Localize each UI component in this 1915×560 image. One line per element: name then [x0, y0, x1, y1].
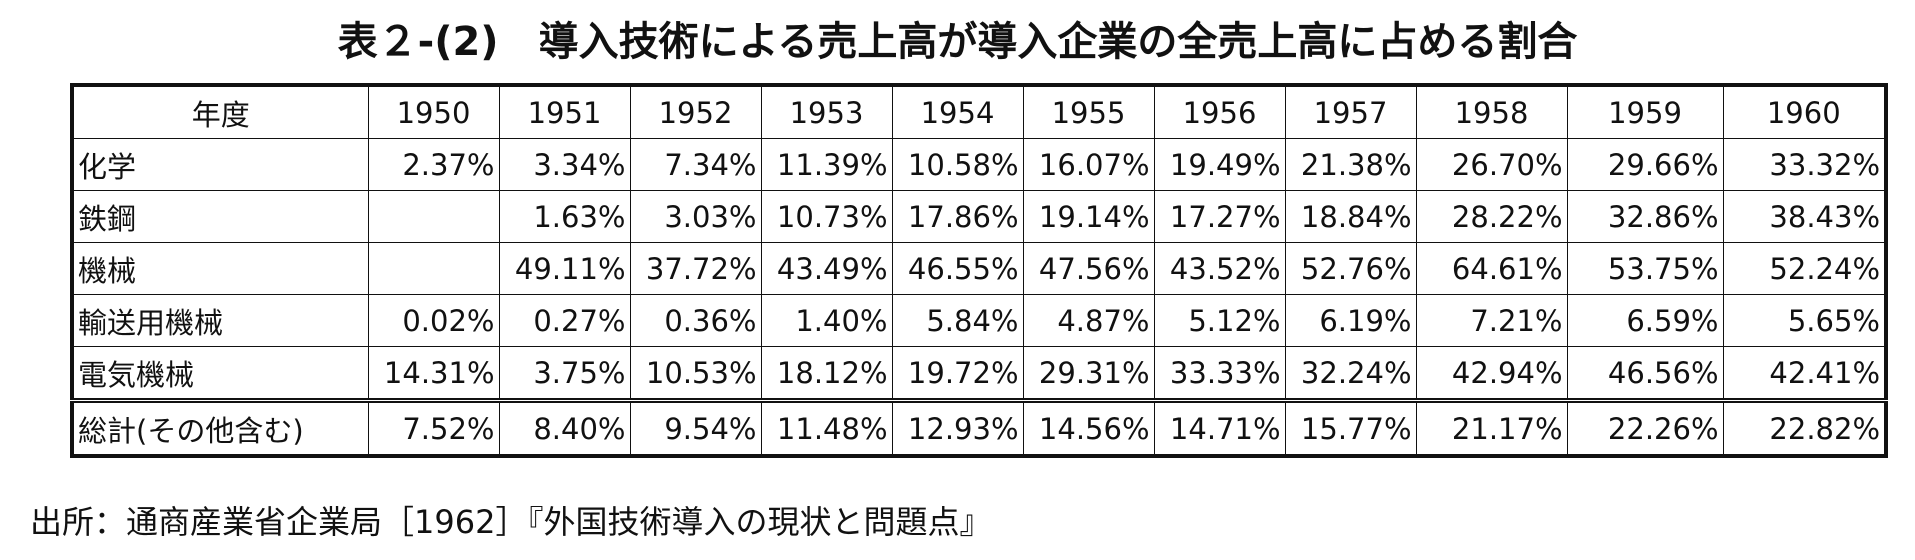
- header-cell: 1954: [891, 84, 1024, 139]
- header-cell: 1958: [1415, 84, 1568, 139]
- row-label: 総計(その他含む): [71, 398, 369, 457]
- value-cell: 0.02%: [367, 294, 500, 347]
- table-row: 電気機械 14.31% 3.75% 10.53% 18.12% 19.72% 29.31% 3…: [71, 346, 1887, 401]
- value-cell: 0.36%: [629, 294, 762, 347]
- value-cell: 46.55%: [891, 242, 1024, 295]
- header-cell: 年度: [71, 84, 369, 139]
- value-cell: 12.93%: [891, 398, 1024, 457]
- value-cell: 19.49%: [1153, 138, 1286, 191]
- value-cell: 0.27%: [498, 294, 631, 347]
- value-cell: [367, 242, 500, 295]
- value-cell: 29.31%: [1022, 346, 1155, 401]
- value-cell: 5.84%: [891, 294, 1024, 347]
- row-label: 機械: [71, 242, 369, 295]
- value-cell: 10.53%: [629, 346, 762, 401]
- title: 表２-(2) 導入技術による売上高が導入企業の全売上高に占める割合: [337, 19, 1578, 65]
- table-row: 鉄鋼 1.63% 3.03% 10.73% 17.86% 19.14% 17.27% 18.8…: [71, 190, 1887, 243]
- value-cell: 32.86%: [1566, 190, 1724, 243]
- value-cell: 6.59%: [1566, 294, 1724, 347]
- table-row: 総計(その他含む) 7.52% 8.40% 9.54% 11.48% 12.93% 14.5…: [71, 398, 1887, 457]
- value-cell: 43.49%: [760, 242, 893, 295]
- row-label: 輸送用機械: [71, 294, 369, 347]
- value-cell: 2.37%: [367, 138, 500, 191]
- value-cell: 3.75%: [498, 346, 631, 401]
- header-cell: 1950: [367, 84, 500, 139]
- value-cell: 10.58%: [891, 138, 1024, 191]
- table-row: 化学 2.37% 3.34% 7.34% 11.39% 10.58% 16.07% 19.49…: [71, 138, 1887, 191]
- value-cell: 5.65%: [1722, 294, 1887, 347]
- value-cell: 22.26%: [1566, 398, 1724, 457]
- value-cell: 14.56%: [1022, 398, 1155, 457]
- row-label: 鉄鋼: [71, 190, 369, 243]
- value-cell: 49.11%: [498, 242, 631, 295]
- value-cell: 19.14%: [1022, 190, 1155, 243]
- header-cell: 1953: [760, 84, 893, 139]
- value-cell: 9.54%: [629, 398, 762, 457]
- value-cell: 7.34%: [629, 138, 762, 191]
- value-cell: 4.87%: [1022, 294, 1155, 347]
- value-cell: 64.61%: [1415, 242, 1568, 295]
- row-label: 電気機械: [71, 346, 369, 401]
- value-cell: 7.52%: [367, 398, 500, 457]
- table-row: 機械 49.11% 37.72% 43.49% 46.55% 47.56% 43.52% 52…: [71, 242, 1887, 295]
- value-cell: 19.72%: [891, 346, 1024, 401]
- header-row: 年度 1950 1951 1952 1953 1954 1955 1956 1957 1958 19…: [71, 84, 1887, 139]
- value-cell: 3.34%: [498, 138, 631, 191]
- header-cell: 1959: [1566, 84, 1724, 139]
- value-cell: 38.43%: [1722, 190, 1887, 243]
- value-cell: 11.48%: [760, 398, 893, 457]
- value-cell: 43.52%: [1153, 242, 1286, 295]
- value-cell: 52.76%: [1284, 242, 1417, 295]
- value-cell: 6.19%: [1284, 294, 1417, 347]
- value-cell: 14.71%: [1153, 398, 1286, 457]
- value-cell: 10.73%: [760, 190, 893, 243]
- value-cell: 17.27%: [1153, 190, 1286, 243]
- value-cell: 17.86%: [891, 190, 1024, 243]
- value-cell: 28.22%: [1415, 190, 1568, 243]
- value-cell: 1.63%: [498, 190, 631, 243]
- value-cell: 32.24%: [1284, 346, 1417, 401]
- header-cell: 1956: [1153, 84, 1286, 139]
- value-cell: 8.40%: [498, 398, 631, 457]
- value-cell: 22.82%: [1722, 398, 1887, 457]
- header-cell: 1951: [498, 84, 631, 139]
- header-cell: 1952: [629, 84, 762, 139]
- header-cell: 1960: [1722, 84, 1887, 139]
- header-cell: 1957: [1284, 84, 1417, 139]
- value-cell: 29.66%: [1566, 138, 1724, 191]
- value-cell: 11.39%: [760, 138, 893, 191]
- value-cell: 21.38%: [1284, 138, 1417, 191]
- source: 出所：通商産業省企業局［1962］『外国技術導入の現状と問題点』: [30, 503, 992, 541]
- value-cell: 16.07%: [1022, 138, 1155, 191]
- value-cell: 7.21%: [1415, 294, 1568, 347]
- value-cell: 42.41%: [1722, 346, 1887, 401]
- value-cell: 33.33%: [1153, 346, 1286, 401]
- value-cell: 46.56%: [1566, 346, 1724, 401]
- value-cell: 3.03%: [629, 190, 762, 243]
- value-cell: 18.12%: [760, 346, 893, 401]
- value-cell: 15.77%: [1284, 398, 1417, 457]
- value-cell: 52.24%: [1722, 242, 1887, 295]
- header-cell: 1955: [1022, 84, 1155, 139]
- value-cell: 26.70%: [1415, 138, 1568, 191]
- table-row: 輸送用機械 0.02% 0.27% 0.36% 1.40% 5.84% 4.87% 5.12%…: [71, 294, 1887, 347]
- value-cell: 37.72%: [629, 242, 762, 295]
- row-label: 化学: [71, 138, 369, 191]
- table: 年度 1950 1951 1952 1953 1954 1955 1956 1957 1958 19…: [70, 83, 1888, 458]
- value-cell: 18.84%: [1284, 190, 1417, 243]
- value-cell: 14.31%: [367, 346, 500, 401]
- value-cell: [367, 190, 500, 243]
- value-cell: 5.12%: [1153, 294, 1286, 347]
- value-cell: 47.56%: [1022, 242, 1155, 295]
- value-cell: 21.17%: [1415, 398, 1568, 457]
- value-cell: 33.32%: [1722, 138, 1887, 191]
- value-cell: 53.75%: [1566, 242, 1724, 295]
- value-cell: 42.94%: [1415, 346, 1568, 401]
- value-cell: 1.40%: [760, 294, 893, 347]
